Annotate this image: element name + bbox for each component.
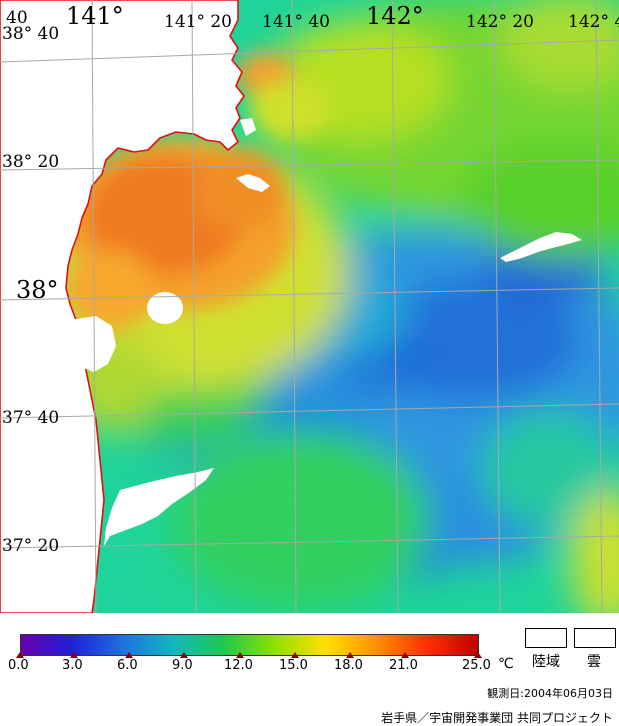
temperature-unit: ℃ xyxy=(498,656,514,672)
latitude-label-38-20: 38° 20 xyxy=(2,152,60,172)
latitude-label-38-40: 38° 40 xyxy=(2,24,60,44)
land-legend-label: 陸域 xyxy=(532,654,560,670)
longitude-label-142: 142° xyxy=(366,2,424,30)
colorbar-tick-label: 21.0 xyxy=(389,658,418,673)
land-area xyxy=(0,0,245,613)
latitude-label-37-20: 37° 20 xyxy=(2,536,60,556)
latitude-label-38: 38° xyxy=(16,276,59,304)
colorbar-tick-label: 25.0 xyxy=(462,658,491,673)
colorbar-tick-label: 9.0 xyxy=(172,658,193,673)
tick-mark xyxy=(180,652,188,658)
tick-mark xyxy=(346,652,354,658)
colorbar-tick-label: 3.0 xyxy=(62,658,83,673)
longitude-label-141: 141° xyxy=(66,2,124,30)
tick-mark xyxy=(125,652,133,658)
colorbar-tick-label: 12.0 xyxy=(224,658,253,673)
latitude-label-37-40: 37° 40 xyxy=(2,408,60,428)
tick-mark xyxy=(236,652,244,658)
tick-mark xyxy=(401,652,409,658)
tick-mark xyxy=(16,652,24,658)
colorbar-tick-label: 15.0 xyxy=(279,658,308,673)
observation-date: 観測日:2004年06月03日 xyxy=(487,687,613,700)
colorbar-tick-label: 0.0 xyxy=(8,658,29,673)
credit-line: 岩手県／宇宙開発事業団 共同プロジェクト xyxy=(381,711,613,725)
sea-surface-temperature-map: 40 141° 141° 20 141° 40 142° 142° 20 142… xyxy=(0,0,619,613)
tick-mark xyxy=(474,652,482,658)
tick-mark xyxy=(70,652,78,658)
colorbar-tick-label: 6.0 xyxy=(117,658,138,673)
graticule xyxy=(0,0,619,613)
longitude-label-141-20: 141° 20 xyxy=(164,12,232,32)
sst-map-graphic xyxy=(0,0,619,613)
cloud-legend-label: 雲 xyxy=(587,654,601,670)
longitude-label-141-40: 141° 40 xyxy=(262,12,330,32)
cloud-legend-swatch xyxy=(574,628,616,648)
colorbar-tick-label: 18.0 xyxy=(334,658,363,673)
longitude-label-142-20: 142° 20 xyxy=(466,12,534,32)
temperature-colorbar xyxy=(20,634,479,656)
longitude-label-142-40: 142° 40 xyxy=(568,12,619,32)
warm-core xyxy=(65,53,330,330)
land-legend-swatch xyxy=(525,628,567,648)
cloud-patches xyxy=(70,118,582,546)
longitude-label-edge: 40 xyxy=(6,8,28,28)
tick-mark xyxy=(291,652,299,658)
